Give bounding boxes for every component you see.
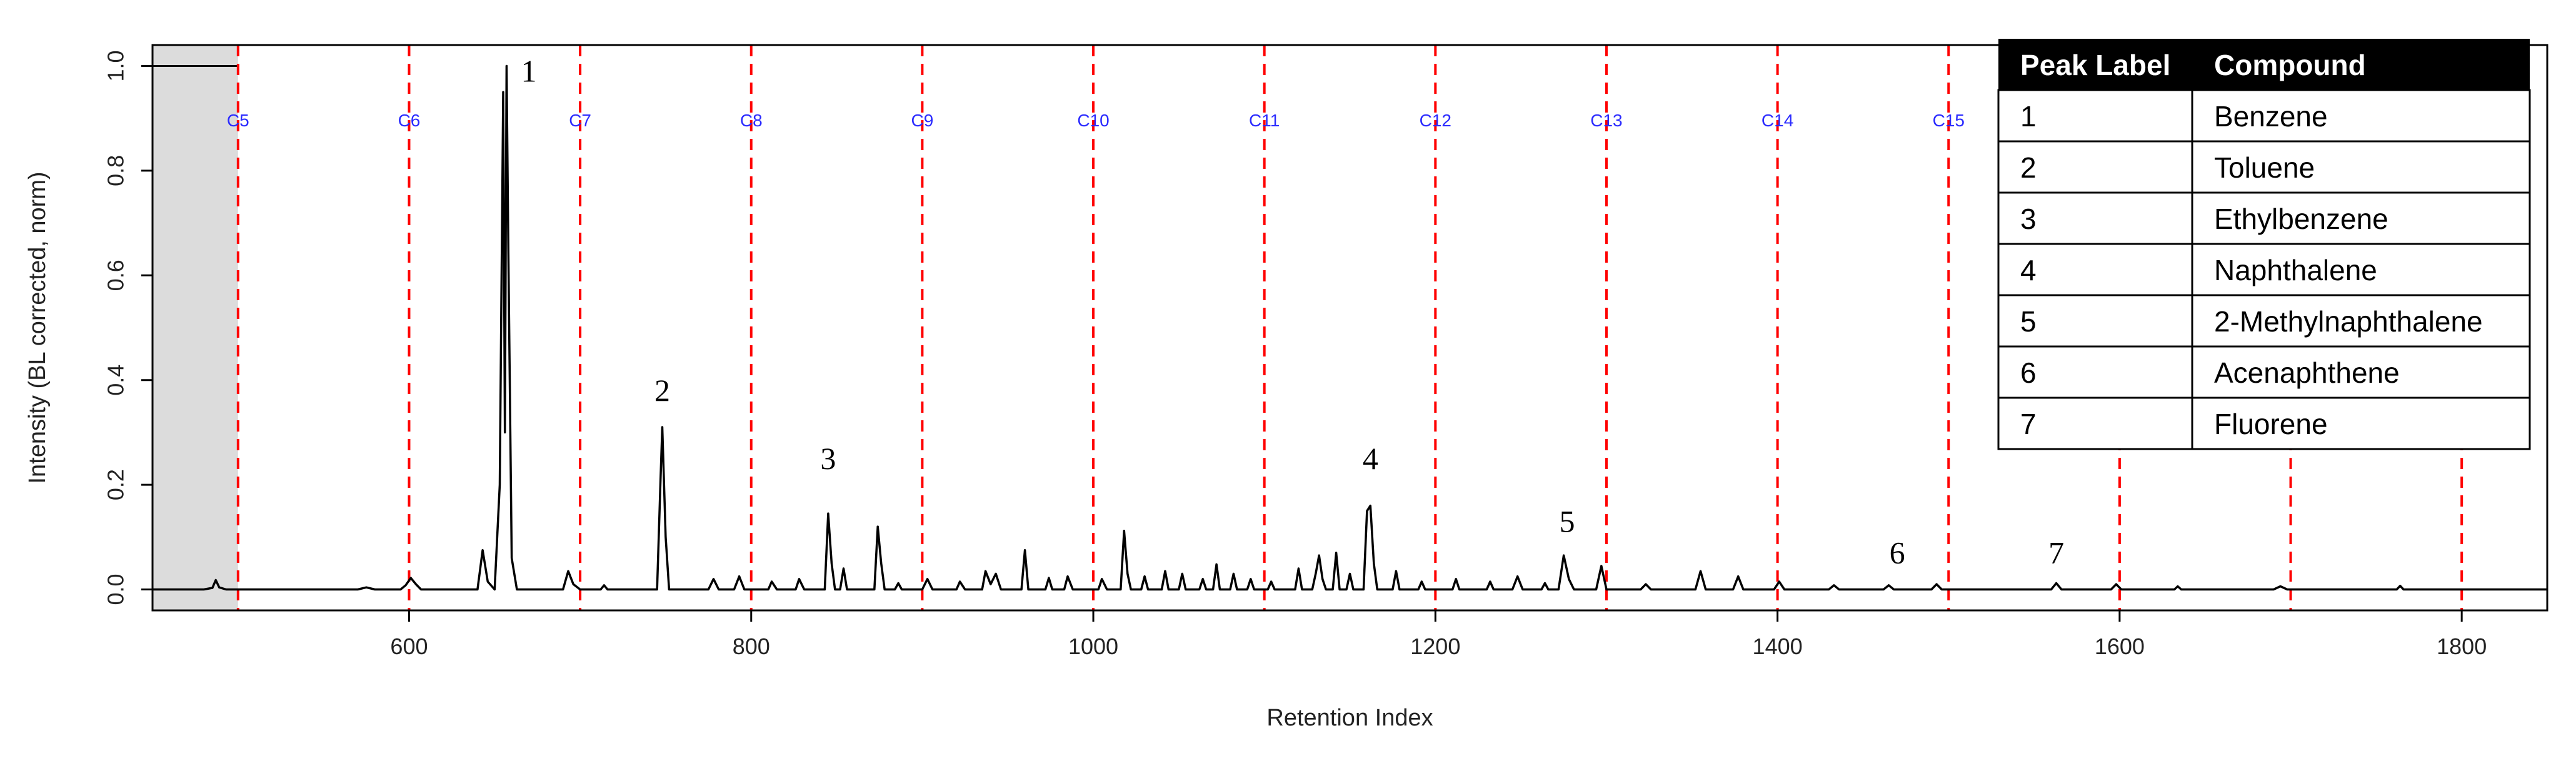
alkane-marker-label: C14 — [1762, 111, 1793, 130]
legend-cell-border — [2191, 243, 2531, 296]
legend-cell-border — [1997, 89, 2193, 143]
y-tick-label: 0.6 — [103, 260, 129, 291]
legend-cell-border — [2191, 294, 2531, 348]
alkane-marker-label: C11 — [1249, 111, 1280, 130]
alkane-marker-label: C9 — [911, 111, 933, 130]
legend-header-compound: Compound — [2214, 49, 2366, 81]
x-tick-label: 1200 — [1410, 634, 1460, 659]
plot-frame — [151, 44, 2548, 612]
legend-compound-name: Acenaphthene — [2214, 356, 2400, 389]
legend-header-bg — [1998, 39, 2530, 90]
y-tick-label: 0.8 — [103, 155, 129, 186]
alkane-marker-label: C12 — [1420, 111, 1451, 130]
legend-cell-border — [1997, 294, 2193, 348]
legend-cell-border — [2191, 191, 2531, 245]
legend-peak-number: 2 — [2020, 151, 2037, 184]
legend-cell-border — [1997, 243, 2193, 296]
x-tick-label: 1000 — [1068, 634, 1118, 659]
legend-compound-name: Benzene — [2214, 100, 2328, 133]
peak-number-label: 3 — [820, 441, 836, 476]
x-tick-label: 800 — [733, 634, 770, 659]
legend-cell-border — [2191, 345, 2531, 399]
legend-peak-number: 6 — [2020, 356, 2037, 389]
legend-compound-name: Ethylbenzene — [2214, 203, 2388, 235]
peak-number-label: 4 — [1363, 441, 1378, 476]
legend-peak-number: 4 — [2020, 254, 2037, 286]
peak-number-label: 6 — [1890, 535, 1905, 570]
alkane-marker-label: C7 — [569, 111, 591, 130]
legend-peak-number: 3 — [2020, 203, 2037, 235]
excluded-region-shade — [153, 45, 238, 610]
x-tick-label: 600 — [390, 634, 428, 659]
y-tick-label: 1.0 — [103, 50, 129, 81]
legend-header-peak-label: Peak Label — [2020, 49, 2170, 81]
y-tick-label: 0.4 — [103, 365, 129, 396]
alkane-marker-label: C5 — [227, 111, 249, 130]
legend-cell-border — [2191, 397, 2531, 450]
legend-peak-number: 1 — [2020, 100, 2037, 133]
peak-number-label: 7 — [2048, 535, 2064, 570]
x-axis-title: Retention Index — [1266, 705, 1433, 731]
alkane-marker-label: C15 — [1933, 111, 1965, 130]
chromatogram-series-line — [153, 64, 2547, 591]
y-tick-label: 0.0 — [103, 574, 129, 605]
y-axis-title: Intensity (BL corrected, norm) — [24, 171, 51, 483]
legend-compound-name: Naphthalene — [2214, 254, 2377, 286]
alkane-marker-label: C6 — [398, 111, 421, 130]
x-tick-label: 1800 — [2437, 634, 2487, 659]
alkane-marker-label: C8 — [740, 111, 763, 130]
alkane-marker-label: C10 — [1077, 111, 1109, 130]
legend-compound-name: Toluene — [2214, 151, 2315, 184]
legend-cell-border — [1997, 191, 2193, 245]
legend-peak-number: 7 — [2020, 408, 2037, 440]
peak-number-label: 1 — [521, 54, 537, 89]
x-tick-label: 1600 — [2095, 634, 2145, 659]
alkane-marker-label: C13 — [1590, 111, 1622, 130]
legend-table: Peak Label Compound 1 Benzene 2 Toluene 3 Ethyl… — [1997, 39, 2531, 450]
peak-number-label: 2 — [654, 373, 670, 408]
legend-cell-border — [1997, 140, 2193, 194]
legend-compound-name: Fluorene — [2214, 408, 2328, 440]
legend-cell-border — [1997, 345, 2193, 399]
legend-cell-border — [2191, 89, 2531, 143]
x-tick-label: 1400 — [1753, 634, 1803, 659]
legend-compound-name: 2-Methylnaphthalene — [2214, 305, 2483, 338]
peak-number-label: 5 — [1560, 503, 1575, 538]
legend-peak-number: 5 — [2020, 305, 2037, 338]
y-tick-label: 0.2 — [103, 469, 129, 500]
